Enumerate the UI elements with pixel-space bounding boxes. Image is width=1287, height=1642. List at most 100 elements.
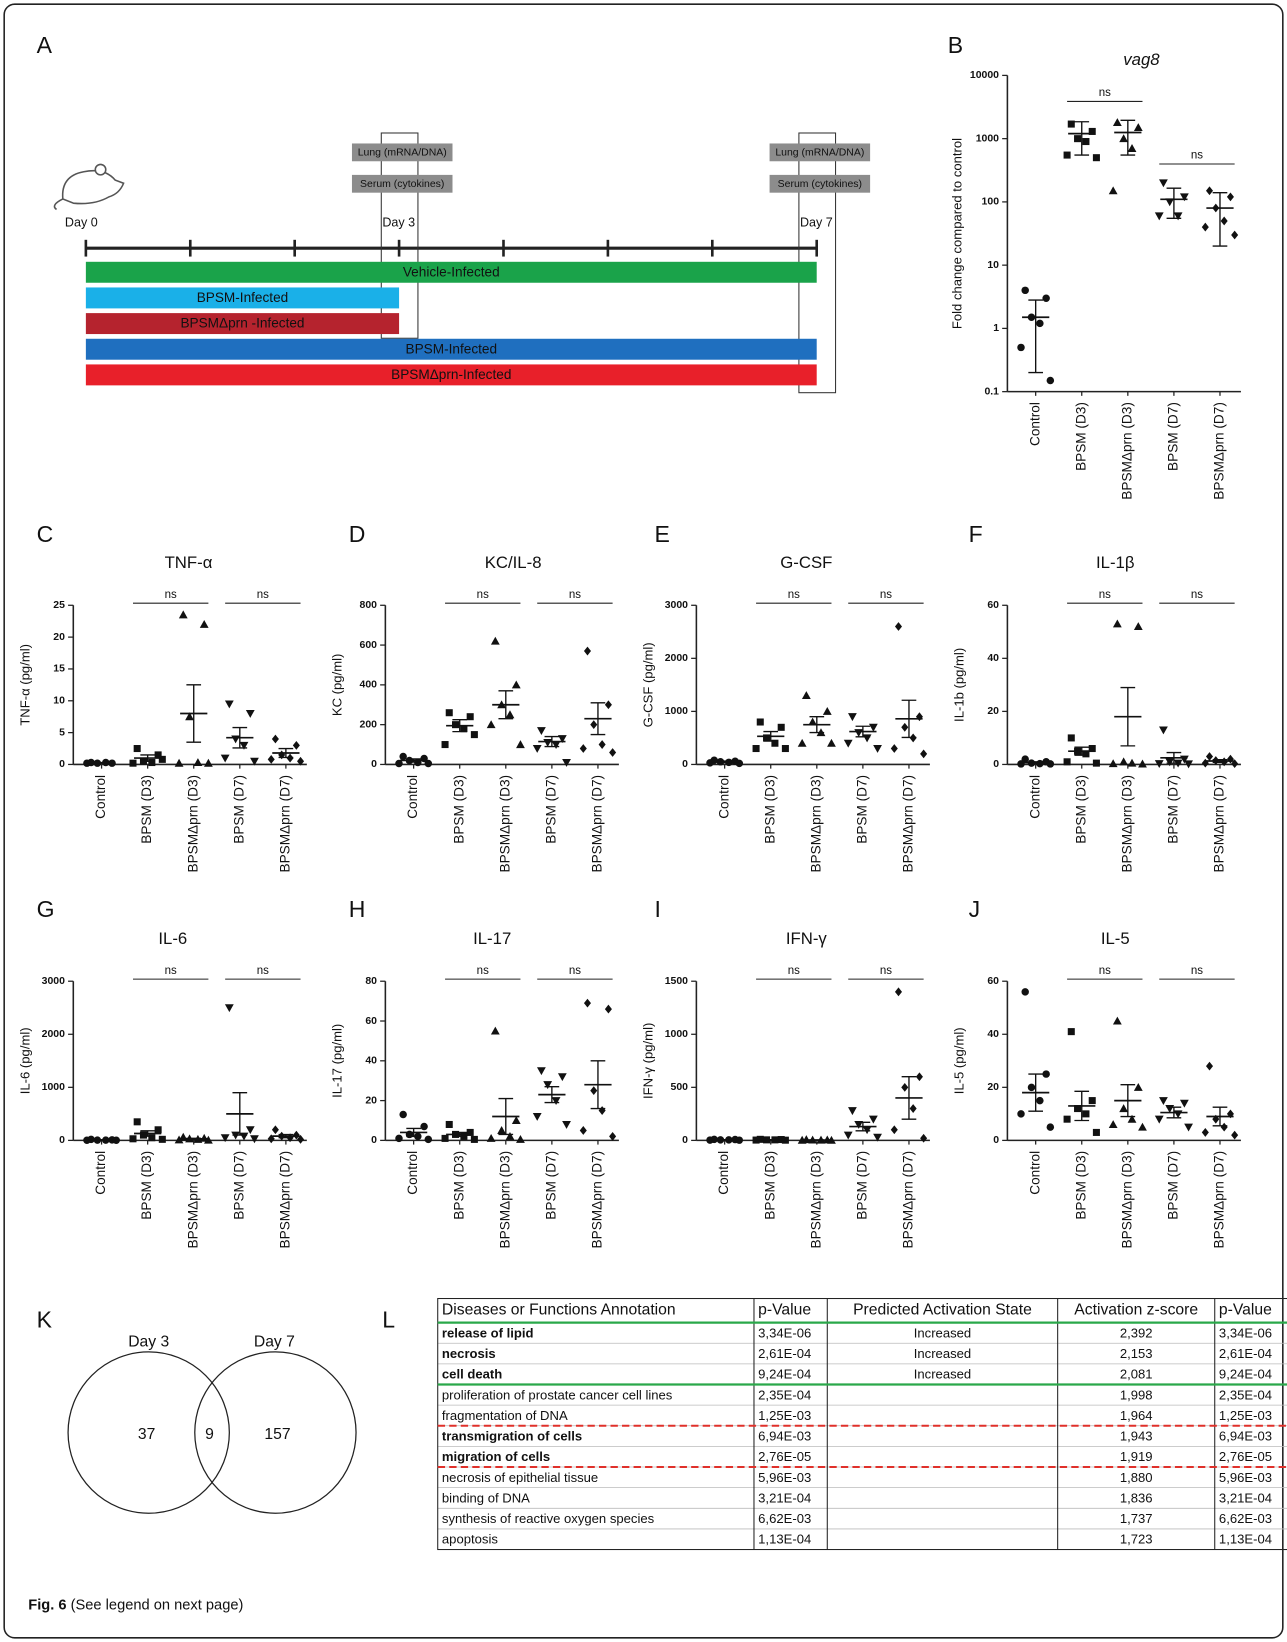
table-cell: migration of cells	[442, 1449, 550, 1464]
significance-label: ns	[569, 589, 581, 601]
panel-letter: C	[37, 521, 54, 547]
x-tick-label: BPSMΔprn (D3)	[808, 775, 823, 873]
table-cell: 3,34E-06	[758, 1325, 811, 1340]
data-point	[1159, 179, 1168, 187]
data-point	[225, 1004, 234, 1012]
table-cell: necrosis of epithelial tissue	[442, 1470, 598, 1485]
data-point	[1047, 1123, 1054, 1130]
data-point	[584, 999, 591, 1008]
data-point	[562, 1121, 571, 1129]
table-cell: 6,94E-03	[1219, 1429, 1272, 1444]
significance-label: ns	[788, 965, 800, 977]
table-cell: 1,998	[1120, 1387, 1153, 1402]
table-cell: 5,96E-03	[1219, 1470, 1272, 1485]
y-axis-label: IL-5 (pg/ml)	[952, 1027, 967, 1094]
data-point	[506, 1132, 515, 1140]
y-axis-label: IL-17 (pg/ml)	[330, 1024, 345, 1098]
sample-label: Lung (mRNA/DNA)	[358, 148, 447, 159]
x-tick-label: Control	[716, 775, 731, 819]
data-point	[854, 729, 863, 737]
data-point	[1138, 1123, 1147, 1131]
significance-label: ns	[1099, 589, 1111, 601]
data-point	[1036, 320, 1043, 327]
data-point	[1042, 294, 1049, 301]
significance-label: ns	[788, 589, 800, 601]
panel-letter: E	[654, 521, 669, 547]
table-cell: 9,24E-04	[1219, 1367, 1272, 1382]
y-tick-label: 60	[365, 1016, 377, 1027]
data-point	[757, 718, 764, 725]
data-point	[580, 744, 587, 753]
data-point	[590, 720, 597, 729]
data-point	[240, 1133, 249, 1141]
data-point	[442, 1135, 449, 1142]
table-cell: transmigration of cells	[442, 1429, 582, 1444]
data-point	[537, 727, 546, 735]
panel-letter: L	[382, 1307, 395, 1333]
data-point	[1221, 217, 1228, 226]
table-cell: 2,61E-04	[1219, 1346, 1272, 1361]
data-point	[1155, 212, 1164, 220]
data-point	[231, 735, 240, 743]
y-tick-label: 20	[987, 706, 999, 717]
y-tick-label: 10000	[970, 70, 999, 81]
y-tick-label: 1500	[665, 976, 688, 987]
significance-label: ns	[1099, 87, 1111, 99]
data-point	[159, 756, 166, 763]
significance-label: ns	[477, 965, 489, 977]
y-axis-label: IFN-γ (pg/ml)	[641, 1023, 656, 1099]
data-point	[599, 740, 606, 749]
data-point	[1093, 1129, 1100, 1136]
table-cell: Increased	[914, 1325, 971, 1340]
data-point	[250, 1135, 259, 1143]
y-tick-label: 0	[993, 759, 999, 770]
table-cell: 6,62E-03	[758, 1511, 811, 1526]
x-tick-label: BPSM (D3)	[139, 1151, 154, 1220]
panel-letter: J	[969, 896, 981, 922]
y-tick-label: 20	[53, 632, 65, 643]
x-tick-label: BPSMΔprn (D3)	[1119, 1151, 1134, 1249]
data-point	[1042, 1070, 1049, 1077]
data-point	[1021, 988, 1028, 995]
data-point	[516, 740, 525, 748]
group-label: BPSMΔprn -Infected	[180, 316, 304, 331]
error-bar	[94, 763, 109, 764]
data-point	[901, 723, 908, 732]
table-cell: 1,13E-04	[1219, 1532, 1272, 1547]
data-point	[471, 731, 478, 738]
y-tick-label: 15	[53, 664, 65, 675]
table-cell: 3,34E-06	[1219, 1325, 1272, 1340]
x-tick-label: BPSM (D3)	[1073, 1151, 1088, 1220]
data-point	[920, 1134, 927, 1143]
data-point	[609, 1132, 616, 1141]
y-tick-label: 25	[53, 600, 65, 611]
data-point	[129, 1135, 136, 1142]
data-point	[891, 1125, 898, 1134]
data-point	[1021, 287, 1028, 294]
table-cell: 1,25E-03	[1219, 1408, 1272, 1423]
table-cell: 1,737	[1120, 1511, 1153, 1526]
data-point	[1231, 231, 1238, 240]
table-cell: proliferation of prostate cancer cell li…	[442, 1387, 673, 1402]
data-point	[471, 1136, 478, 1143]
y-tick-label: 0	[371, 759, 377, 770]
table-cell: 2,35E-04	[1219, 1387, 1272, 1402]
chart-title: vag8	[1123, 50, 1160, 69]
data-point	[1017, 1110, 1024, 1117]
y-tick-label: 600	[360, 640, 378, 651]
y-axis-label: TNF-α (pg/ml)	[18, 644, 33, 726]
table-cell: 6,94E-03	[758, 1429, 811, 1444]
data-point	[599, 1106, 606, 1115]
x-tick-label: BPSM (D3)	[451, 1151, 466, 1220]
y-tick-label: 40	[987, 653, 999, 664]
table-header: p-Value	[758, 1302, 811, 1319]
panel-letter: G	[37, 896, 55, 922]
table-header: p-Value	[1219, 1302, 1272, 1319]
table-cell: fragmentation of DNA	[442, 1408, 568, 1423]
group-label: BPSM-Infected	[406, 341, 498, 356]
day-label: Day 0	[65, 215, 98, 229]
x-tick-label: BPSM (D7)	[1165, 1151, 1180, 1220]
data-point	[584, 647, 591, 656]
data-point	[1093, 760, 1100, 767]
x-tick-label: BPSMΔprn (D7)	[901, 1151, 916, 1249]
